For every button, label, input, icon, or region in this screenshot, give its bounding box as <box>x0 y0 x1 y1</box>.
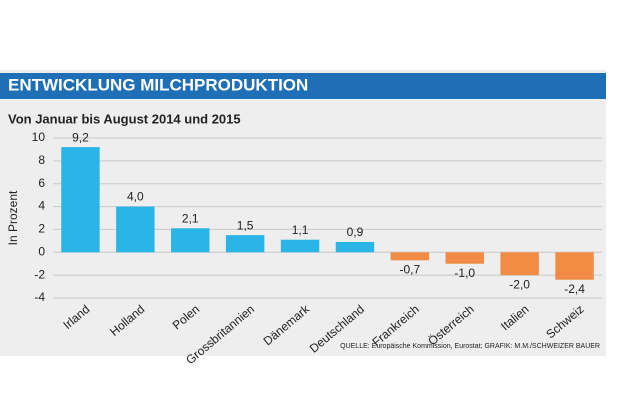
y-tick-label: 10 <box>32 130 46 144</box>
bar <box>171 228 210 253</box>
bar <box>280 239 320 253</box>
value-label: 1,1 <box>292 223 309 237</box>
value-label: -2,0 <box>509 277 530 291</box>
bar <box>335 242 375 253</box>
y-tick-label: 4 <box>38 199 45 213</box>
value-label: -2,4 <box>564 282 585 296</box>
bar <box>500 252 539 276</box>
y-axis-label: In Prozent <box>6 190 20 245</box>
value-label: 4,0 <box>127 190 144 204</box>
y-tick-label: 8 <box>38 153 45 167</box>
value-label: 2,1 <box>182 211 199 225</box>
value-label: -1,0 <box>454 266 475 280</box>
bar <box>555 252 594 280</box>
y-tick-label: 6 <box>38 176 45 190</box>
y-tick-label: -2 <box>34 267 45 281</box>
source: QUELLE: Europäische Kommission, Eurostat… <box>340 343 600 350</box>
bar <box>390 252 430 261</box>
y-tick-label: -4 <box>34 290 45 304</box>
value-label: -0,7 <box>400 262 421 276</box>
bar <box>61 147 100 253</box>
y-tick-label: 2 <box>38 222 45 236</box>
panel <box>0 70 606 356</box>
y-tick-label: 0 <box>38 244 45 258</box>
bar <box>445 252 484 264</box>
value-label: 0,9 <box>347 225 364 239</box>
bar <box>225 235 265 253</box>
chart-subtitle: Von Januar bis August 2014 und 2015 <box>8 111 241 126</box>
chart-title: ENTWICKLUNG MILCHPRODUKTION <box>8 75 308 94</box>
bar <box>116 206 155 253</box>
value-label: 9,2 <box>72 130 89 144</box>
value-label: 1,5 <box>237 218 254 232</box>
title-bar <box>0 73 606 99</box>
